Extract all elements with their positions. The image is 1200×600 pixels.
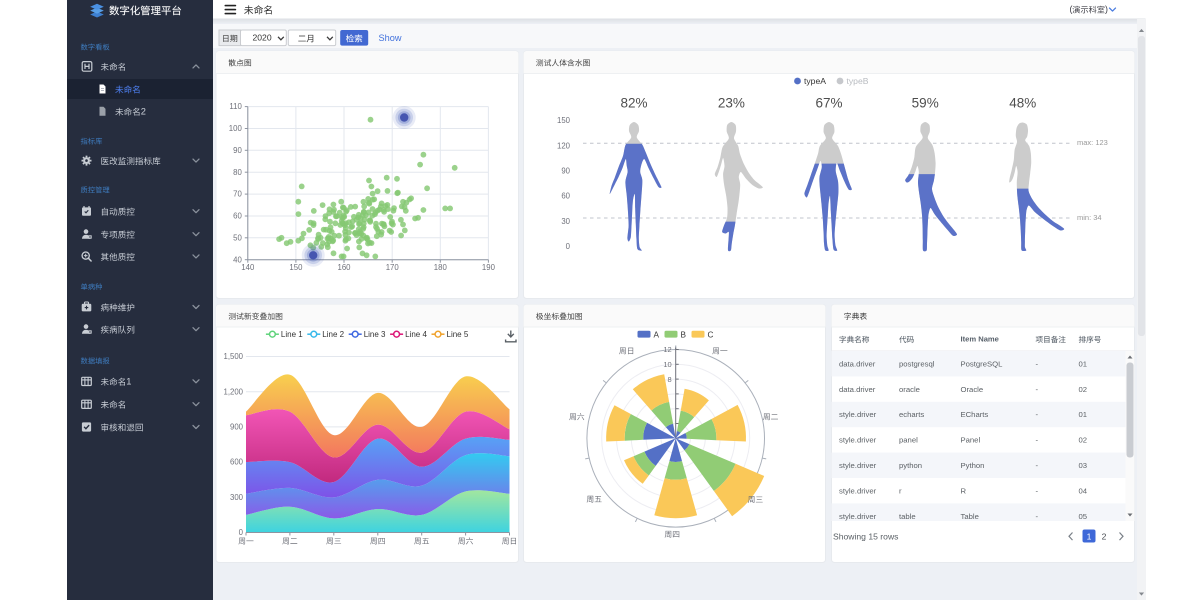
svg-text:10: 10 <box>663 360 671 369</box>
svg-text:-: - <box>1036 385 1039 394</box>
svg-text:style.driver: style.driver <box>839 486 877 495</box>
svg-text:-: - <box>1036 359 1039 368</box>
svg-text:80: 80 <box>233 168 242 177</box>
svg-text:1,200: 1,200 <box>223 387 243 396</box>
svg-text:Line 5: Line 5 <box>447 330 469 339</box>
svg-text:Line 3: Line 3 <box>364 330 386 339</box>
svg-text:-: - <box>1036 461 1039 470</box>
svg-text:90: 90 <box>561 167 570 176</box>
svg-text:): ) <box>1105 4 1108 14</box>
svg-text:data.driver: data.driver <box>839 385 876 394</box>
svg-text:04: 04 <box>1079 486 1088 495</box>
svg-text:Oracle: Oracle <box>961 385 984 394</box>
svg-text:03: 03 <box>1079 461 1088 470</box>
svg-text:min: 34: min: 34 <box>1077 213 1102 222</box>
svg-text:Line 1: Line 1 <box>281 330 303 339</box>
svg-text:Showing 15 rows: Showing 15 rows <box>833 532 898 542</box>
svg-text:typeB: typeB <box>847 76 869 86</box>
svg-text:1: 1 <box>126 376 131 386</box>
svg-text:0: 0 <box>239 528 244 537</box>
svg-text:67%: 67% <box>815 96 842 111</box>
svg-text:50: 50 <box>233 233 242 242</box>
svg-text:Panel: Panel <box>961 436 981 445</box>
svg-text:R: R <box>961 486 967 495</box>
svg-text:82%: 82% <box>620 96 647 111</box>
svg-text:B: B <box>681 330 687 339</box>
svg-text:02: 02 <box>1079 385 1088 394</box>
svg-text:05: 05 <box>1079 512 1088 521</box>
svg-text:60: 60 <box>233 212 242 221</box>
svg-text:190: 190 <box>482 263 496 272</box>
svg-text:600: 600 <box>230 458 244 467</box>
svg-text:ECharts: ECharts <box>961 410 989 419</box>
svg-text:2: 2 <box>141 106 146 116</box>
svg-text:02: 02 <box>1079 436 1088 445</box>
svg-text:2: 2 <box>1102 531 1107 541</box>
svg-text:110: 110 <box>229 102 242 111</box>
svg-text:-: - <box>1036 512 1039 521</box>
svg-text:PostgreSQL: PostgreSQL <box>961 359 1004 368</box>
svg-text:90: 90 <box>233 146 242 155</box>
svg-text:Show: Show <box>379 33 402 43</box>
svg-text:style.driver: style.driver <box>839 436 877 445</box>
svg-text:oracle: oracle <box>899 385 920 394</box>
svg-text:70: 70 <box>233 190 242 199</box>
svg-text:8: 8 <box>668 375 672 384</box>
svg-text:140: 140 <box>241 263 255 272</box>
svg-text:style.driver: style.driver <box>839 410 877 419</box>
svg-text:170: 170 <box>386 263 400 272</box>
svg-text:150: 150 <box>289 263 303 272</box>
svg-text:postgresql: postgresql <box>899 359 935 368</box>
svg-text:C: C <box>708 330 714 339</box>
svg-text:59%: 59% <box>912 96 939 111</box>
svg-text:Python: Python <box>961 461 985 470</box>
svg-text:(: ( <box>1070 4 1073 14</box>
svg-text:150: 150 <box>557 116 571 125</box>
svg-text:40: 40 <box>233 255 242 264</box>
svg-text:01: 01 <box>1079 410 1088 419</box>
svg-text:100: 100 <box>229 124 243 133</box>
svg-text:1: 1 <box>1087 531 1092 541</box>
svg-text:-: - <box>1036 436 1039 445</box>
svg-text:-: - <box>1036 410 1039 419</box>
svg-text:r: r <box>899 486 902 495</box>
svg-text:-: - <box>1036 486 1039 495</box>
svg-text:60: 60 <box>561 192 570 201</box>
svg-text:2020: 2020 <box>253 33 272 43</box>
svg-text:48%: 48% <box>1009 96 1036 111</box>
svg-text:1,500: 1,500 <box>223 352 243 361</box>
svg-text:table: table <box>899 512 916 521</box>
svg-text:120: 120 <box>557 141 571 150</box>
svg-text:typeA: typeA <box>804 76 826 86</box>
svg-text:0: 0 <box>566 242 571 251</box>
svg-text:900: 900 <box>230 423 244 432</box>
svg-text:style.driver: style.driver <box>839 461 877 470</box>
svg-text:300: 300 <box>230 493 244 502</box>
svg-text:panel: panel <box>899 436 918 445</box>
svg-text:30: 30 <box>561 217 570 226</box>
svg-text:180: 180 <box>434 263 448 272</box>
svg-text:Table: Table <box>961 512 979 521</box>
svg-text:A: A <box>654 330 660 339</box>
svg-text:160: 160 <box>337 263 351 272</box>
svg-text:style.driver: style.driver <box>839 512 877 521</box>
svg-text:01: 01 <box>1079 359 1088 368</box>
svg-text:echarts: echarts <box>899 410 924 419</box>
svg-text:python: python <box>899 461 922 470</box>
svg-text:Line 4: Line 4 <box>405 330 427 339</box>
svg-text:12: 12 <box>663 345 671 354</box>
svg-text:23%: 23% <box>718 96 745 111</box>
svg-text:data.driver: data.driver <box>839 359 876 368</box>
svg-text:max: 123: max: 123 <box>1077 138 1108 147</box>
svg-text:Item Name: Item Name <box>961 335 999 344</box>
svg-text:Line 2: Line 2 <box>322 330 344 339</box>
